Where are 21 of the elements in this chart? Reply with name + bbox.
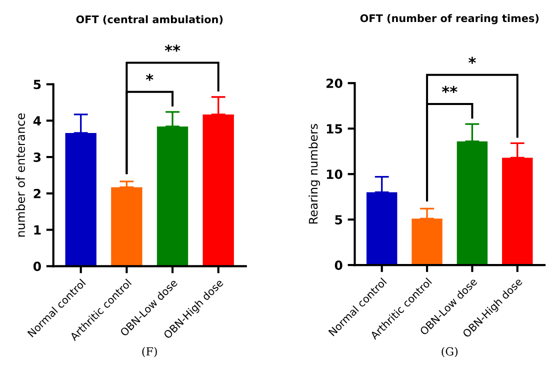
chart-title: OFT (central ambulation) <box>76 15 223 25</box>
text: (G) <box>442 346 458 358</box>
text: * <box>468 56 476 64</box>
y-tick-label: 15 <box>326 124 342 134</box>
chart-title: OFT (number of rearing times) <box>360 14 539 24</box>
y-tick-label: 3 <box>34 152 41 162</box>
y-tick-label: 2 <box>34 188 40 198</box>
y-axis-title: Rearing numbers <box>308 124 320 224</box>
y-tick-label: 10 <box>326 170 342 179</box>
annotation: ** <box>442 86 458 93</box>
y-axis-title: number of enterance <box>16 113 26 237</box>
text: (F) <box>142 346 157 358</box>
y-tick-label: 5 <box>335 215 342 224</box>
y-tick-label: 0 <box>33 262 41 272</box>
y-tick-label: 0 <box>334 260 342 270</box>
y-tick-label: 4 <box>33 116 41 126</box>
text: ** <box>164 44 180 52</box>
text: * <box>146 74 154 81</box>
y-tick-label: 20 <box>326 78 342 88</box>
y-tick-label: 5 <box>34 80 41 90</box>
y-tick-label: 1 <box>34 225 41 235</box>
